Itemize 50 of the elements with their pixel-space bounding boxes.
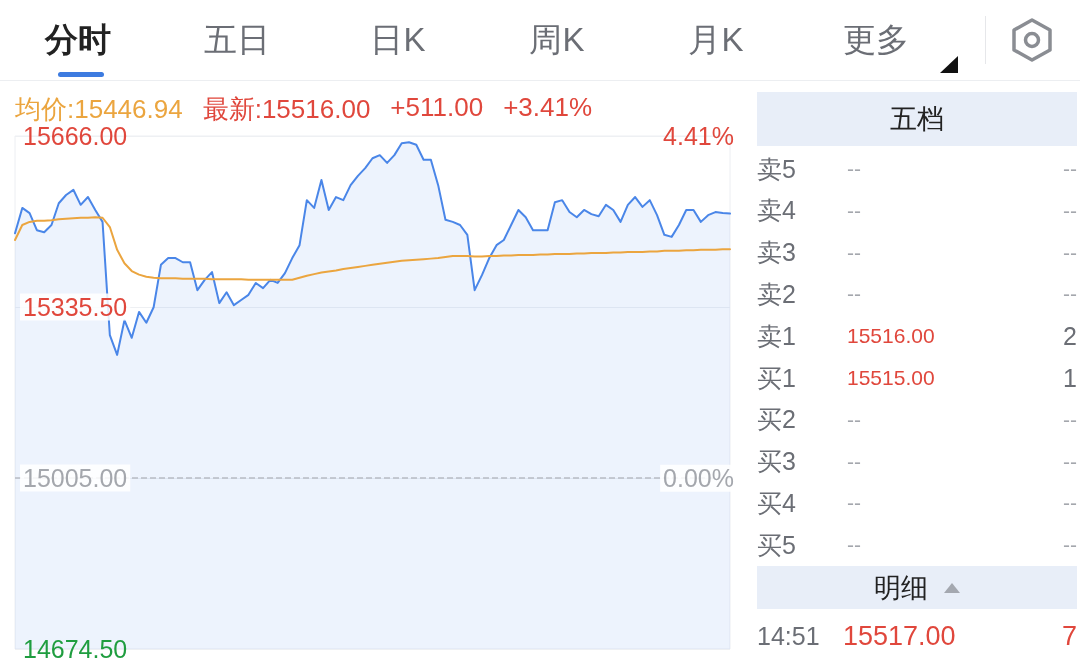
text: -- (847, 282, 862, 307)
text: 卖2 (757, 278, 797, 310)
text: 15516.00 (847, 324, 936, 349)
text: 五日 (203, 20, 271, 60)
text: 买5 (757, 529, 797, 561)
text: 分时 (44, 20, 112, 60)
text: 买1 (757, 362, 797, 394)
text: 五档 (757, 92, 1077, 146)
text: 月K (687, 20, 745, 60)
text: 1 (1063, 363, 1077, 393)
text: 卖5 (757, 153, 797, 185)
text: -- (1063, 157, 1077, 181)
text: 15517.00 (843, 620, 957, 652)
text: 卖4 (757, 195, 797, 227)
text: -- (1063, 449, 1077, 474)
text: -- (847, 407, 862, 432)
y2-tick-label: 0.00% (663, 464, 734, 493)
y-tick-label: 14674.50 (23, 635, 128, 663)
text: 买4 (757, 487, 797, 519)
text: -- (1063, 533, 1077, 558)
text: 最新:15516.00 (202, 93, 371, 126)
text: -- (847, 449, 862, 474)
text: 7 (1061, 620, 1077, 652)
text: 2 (1063, 321, 1077, 351)
text: 明细 (874, 571, 928, 605)
text: -- (1063, 282, 1077, 307)
text: -- (847, 198, 862, 223)
text: +511.00 (390, 92, 484, 124)
line-series (14, 216, 731, 281)
text: -- (847, 533, 862, 558)
text: -- (1063, 491, 1077, 516)
text: 更多 (842, 20, 910, 60)
y2-tick-label: 4.41% (663, 122, 734, 150)
text: 买2 (757, 404, 797, 436)
text: -- (847, 491, 862, 516)
text: +3.41% (503, 92, 593, 124)
text: -- (1063, 407, 1077, 432)
text: -- (1063, 240, 1077, 265)
text: -- (847, 157, 862, 181)
text: 14:51 (757, 621, 821, 651)
text: 日K (369, 20, 427, 60)
text: 15515.00 (847, 366, 936, 390)
text: 卖3 (757, 237, 797, 269)
text: -- (847, 240, 862, 265)
y-tick-label: 15335.50 (23, 293, 128, 321)
text: 买3 (757, 446, 797, 478)
text: 卖1 (757, 320, 797, 352)
y-tick-label: 15005.00 (23, 464, 128, 492)
text: -- (1063, 198, 1077, 223)
text: 周K (528, 20, 586, 60)
